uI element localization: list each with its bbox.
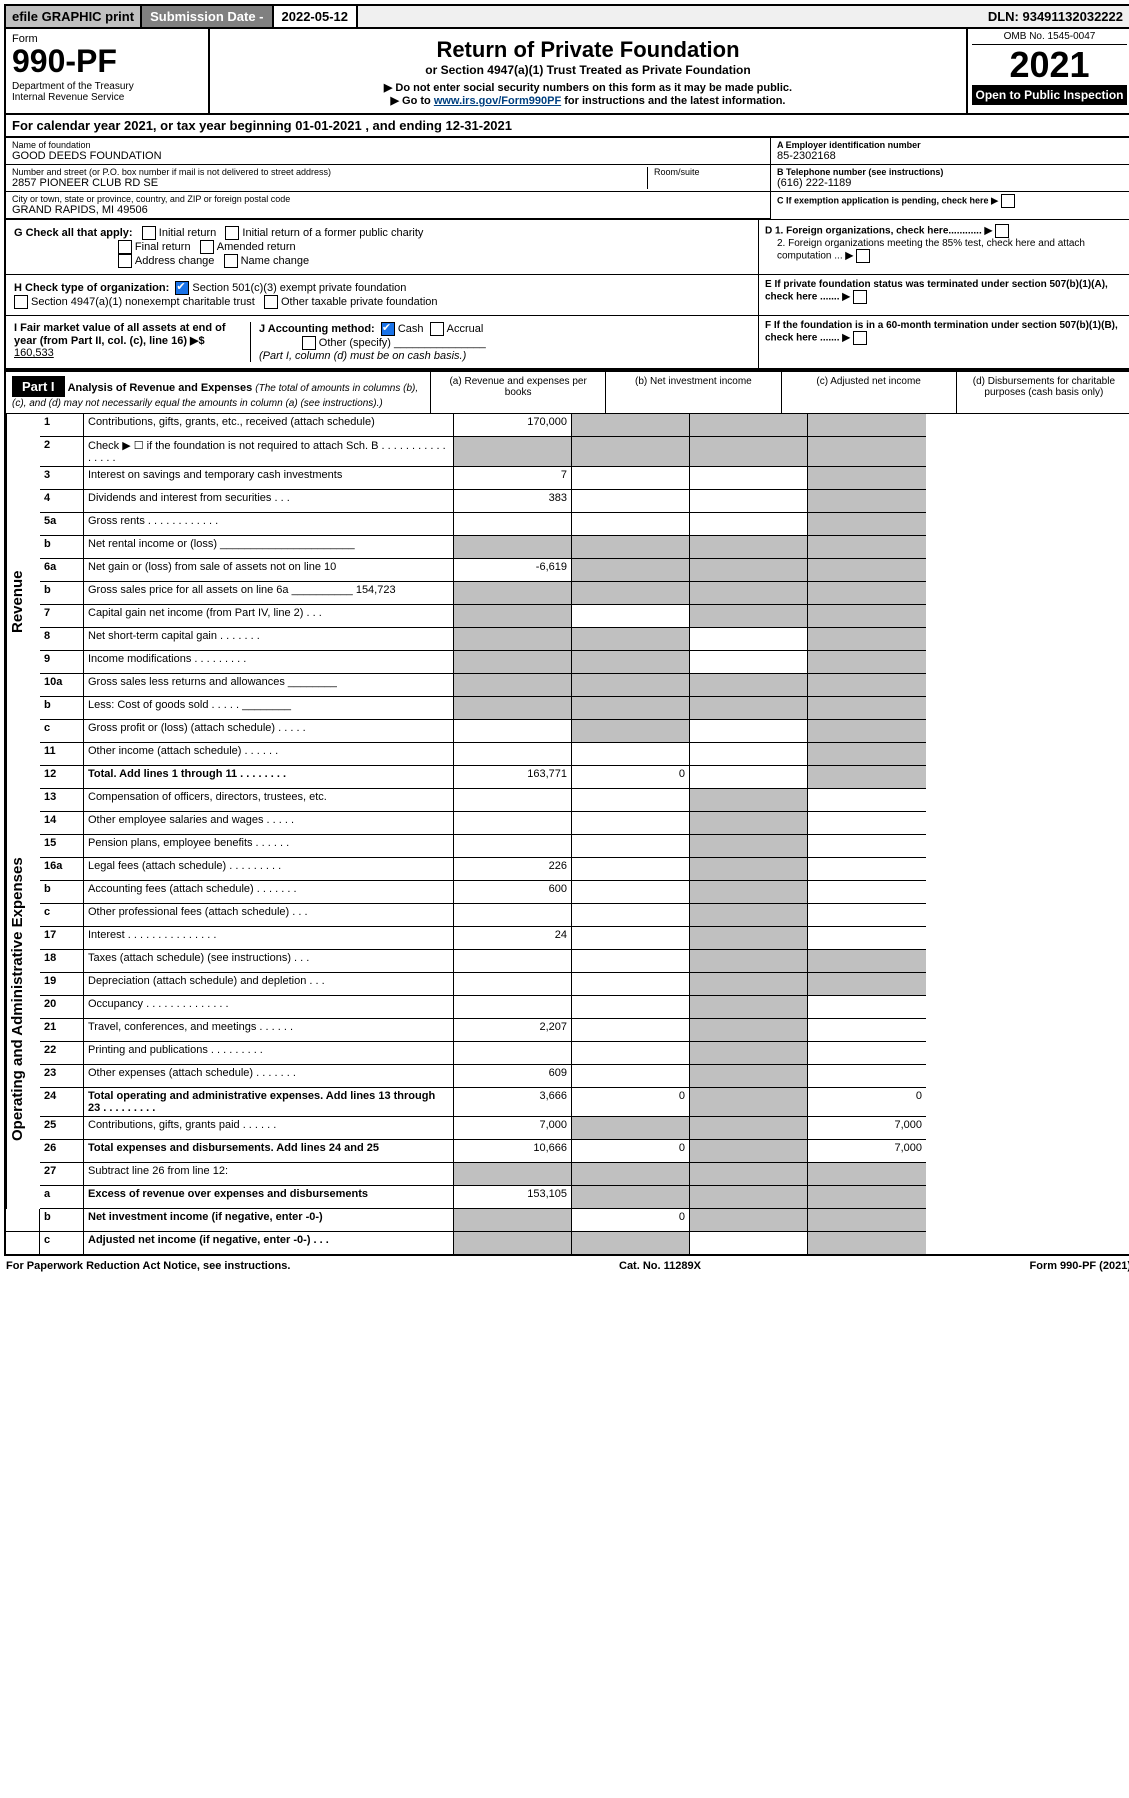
col-a-header: (a) Revenue and expenses per books — [431, 372, 606, 413]
part1-header: Part I Analysis of Revenue and Expenses … — [4, 370, 1129, 414]
revenue-sidelabel: Revenue — [6, 414, 40, 789]
i-value: 160,533 — [14, 347, 54, 359]
submission-date-label: Submission Date - — [142, 6, 273, 27]
col-a: 170,000 — [454, 414, 572, 437]
4947a1-checkbox[interactable] — [14, 295, 28, 309]
ein: 85-2302168 — [777, 150, 1125, 162]
initial-return-checkbox[interactable] — [142, 226, 156, 240]
note-url: ▶ Go to www.irs.gov/Form990PF for instru… — [220, 94, 956, 107]
part1-label: Part I — [12, 376, 65, 397]
section-ij: I Fair market value of all assets at end… — [4, 315, 1129, 370]
footer: For Paperwork Reduction Act Notice, see … — [4, 1256, 1129, 1272]
address-change-checkbox[interactable] — [118, 254, 132, 268]
f-label: F If the foundation is in a 60-month ter… — [765, 320, 1125, 345]
tel-label: B Telephone number (see instructions) — [777, 167, 1125, 177]
part1-title: Analysis of Revenue and Expenses — [68, 382, 253, 394]
col-d-header: (d) Disbursements for charitable purpose… — [957, 372, 1129, 413]
f-checkbox[interactable] — [853, 331, 867, 345]
open-to-public: Open to Public Inspection — [972, 85, 1127, 105]
c-checkbox[interactable] — [1001, 194, 1015, 208]
c-label: C If exemption application is pending, c… — [777, 194, 1125, 208]
note-ssn: ▶ Do not enter social security numbers o… — [220, 81, 956, 94]
e-checkbox[interactable] — [853, 290, 867, 304]
address: 2857 PIONEER CLUB RD SE — [12, 177, 647, 189]
col-c-header: (c) Adjusted net income — [782, 372, 957, 413]
form-title: Return of Private Foundation — [220, 37, 956, 63]
section-h: H Check type of organization: Section 50… — [4, 274, 1129, 315]
ein-label: A Employer identification number — [777, 140, 1125, 150]
tel: (616) 222-1189 — [777, 177, 1125, 189]
initial-public-checkbox[interactable] — [225, 226, 239, 240]
foundation-name-label: Name of foundation — [12, 140, 764, 150]
d1-checkbox[interactable] — [995, 224, 1009, 238]
d1-label: D 1. Foreign organizations, check here..… — [765, 224, 1125, 238]
i-label: I Fair market value of all assets at end… — [14, 322, 226, 347]
city: GRAND RAPIDS, MI 49506 — [12, 204, 764, 216]
cash-checkbox[interactable] — [381, 322, 395, 336]
dept: Department of the Treasury Internal Reve… — [12, 81, 202, 103]
other-taxable-checkbox[interactable] — [264, 295, 278, 309]
footer-center: Cat. No. 11289X — [619, 1260, 701, 1272]
calendar-year-line: For calendar year 2021, or tax year begi… — [4, 115, 1129, 138]
room-label: Room/suite — [654, 167, 764, 177]
name-change-checkbox[interactable] — [224, 254, 238, 268]
desc: Contributions, gifts, grants, etc., rece… — [84, 414, 454, 437]
amended-return-checkbox[interactable] — [200, 240, 214, 254]
h-label: H Check type of organization: — [14, 282, 169, 294]
part1-grid: Revenue 1 Contributions, gifts, grants, … — [4, 414, 1129, 1256]
form-subtitle: or Section 4947(a)(1) Trust Treated as P… — [220, 63, 956, 77]
d2-checkbox[interactable] — [856, 249, 870, 263]
final-return-checkbox[interactable] — [118, 240, 132, 254]
ln: 1 — [40, 414, 84, 437]
submission-date-value: 2022-05-12 — [274, 6, 359, 27]
other-method-checkbox[interactable] — [302, 336, 316, 350]
section-g: G Check all that apply: Initial return I… — [4, 219, 1129, 274]
address-label: Number and street (or P.O. box number if… — [12, 167, 647, 177]
footer-right: Form 990-PF (2021) — [1030, 1260, 1129, 1272]
irs-link[interactable]: www.irs.gov/Form990PF — [434, 95, 561, 107]
tax-year: 2021 — [972, 45, 1127, 85]
accrual-checkbox[interactable] — [430, 322, 444, 336]
efile-label: efile GRAPHIC print — [6, 6, 142, 27]
501c3-checkbox[interactable] — [175, 281, 189, 295]
footer-left: For Paperwork Reduction Act Notice, see … — [6, 1260, 290, 1272]
omb-number: OMB No. 1545-0047 — [972, 31, 1127, 45]
city-label: City or town, state or province, country… — [12, 194, 764, 204]
col-b-header: (b) Net investment income — [606, 372, 781, 413]
form-header: Form 990-PF Department of the Treasury I… — [4, 29, 1129, 115]
dln: DLN: 93491132032222 — [980, 6, 1129, 27]
d2-label: 2. Foreign organizations meeting the 85%… — [765, 238, 1125, 263]
j-label: J Accounting method: — [259, 323, 375, 335]
entity-block: Name of foundation GOOD DEEDS FOUNDATION… — [4, 138, 1129, 219]
e-label: E If private foundation status was termi… — [765, 279, 1125, 304]
top-bar: efile GRAPHIC print Submission Date - 20… — [4, 4, 1129, 29]
g-label: G Check all that apply: — [14, 227, 133, 239]
expenses-sidelabel: Operating and Administrative Expenses — [6, 789, 40, 1209]
j-note: (Part I, column (d) must be on cash basi… — [259, 350, 466, 362]
form-number: 990-PF — [12, 45, 202, 77]
foundation-name: GOOD DEEDS FOUNDATION — [12, 150, 764, 162]
